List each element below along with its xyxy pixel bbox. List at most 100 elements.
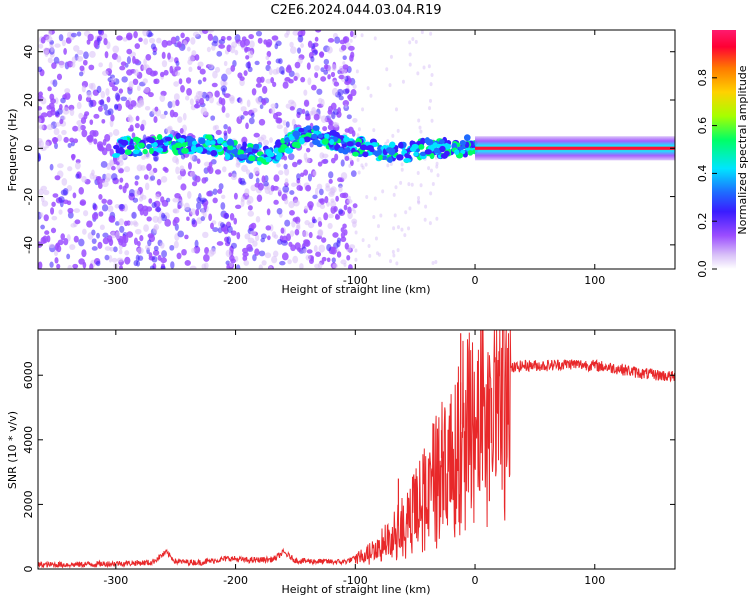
spectrogram-noise-dot: [346, 114, 352, 120]
spectrogram-noise-dot: [391, 249, 395, 254]
spectrogram-noise-dot: [344, 104, 348, 109]
spectrogram-noise-dot: [401, 79, 405, 84]
spectrogram-signal-dot: [132, 149, 140, 155]
spectrogram-noise-dot: [164, 167, 169, 173]
spectrogram-signal-dot: [171, 144, 177, 151]
spectrogram-noise-dot: [186, 87, 193, 96]
spectrogram-noise-dot: [326, 257, 331, 263]
spectrogram-signal-dot: [321, 138, 329, 145]
spectrogram-signal-dot: [459, 139, 467, 146]
spectrogram-noise-dot: [195, 208, 200, 217]
spectrogram-noise-dot: [323, 212, 329, 221]
snr-ytick-label: 2000: [22, 490, 35, 518]
spectrogram-noise-dot: [342, 192, 349, 199]
spectrogram-noise-dot: [354, 230, 358, 235]
spectrogram-signal-dot: [463, 134, 471, 142]
spectrogram-signal-dot: [374, 150, 380, 157]
spectrogram-noise-dot: [193, 103, 201, 109]
spectrogram-noise-dot: [58, 209, 63, 215]
spectrogram-noise-dot: [347, 206, 352, 214]
spectrogram-noise-dot: [254, 234, 260, 242]
spectrogram-noise-dot: [254, 248, 260, 256]
spectrogram-noise-dot: [79, 124, 86, 131]
spectrogram-noise-dot: [252, 240, 258, 247]
spectrogram-noise-dot: [50, 44, 55, 53]
spectrogram-signal-dot: [237, 149, 245, 156]
spectrogram-noise-dot: [304, 157, 311, 164]
spectrogram-noise-dot: [367, 243, 371, 248]
spectrogram-signal-dot: [366, 145, 374, 151]
spectrogram-signal-dot: [278, 147, 284, 153]
spectrogram-noise-dot: [247, 210, 255, 217]
spectrogram-noise-dot: [149, 37, 156, 44]
spectrogram-noise-dot: [312, 170, 317, 177]
spectrogram-signal-dot: [443, 150, 450, 157]
spectrogram-signal-dot: [227, 144, 234, 151]
spectrogram-signal-dot: [248, 155, 256, 162]
spectrogram-noise-dot: [403, 233, 407, 238]
spectrogram-noise-dot: [46, 110, 53, 118]
spectrogram-noise-dot: [54, 97, 59, 105]
spectrogram-noise-dot: [144, 105, 151, 111]
spectrogram-noise-dot: [116, 257, 124, 263]
spectrogram-noise-dot: [258, 118, 266, 126]
spectrogram-noise-dot: [214, 66, 221, 73]
spectrogram-noise-dot: [87, 33, 94, 42]
spectrogram-noise-dot: [344, 155, 350, 161]
spectrogram-noise-dot: [100, 90, 106, 99]
spectrogram-noise-dot: [228, 95, 235, 102]
spectrogram-noise-dot: [250, 230, 257, 236]
spectrogram-noise-dot: [56, 163, 64, 169]
spectrogram-signal-dot: [362, 151, 369, 158]
spectrogram-noise-dot: [66, 185, 73, 192]
spectrogram-noise-dot: [336, 88, 344, 96]
spectrogram-noise-dot: [235, 264, 241, 269]
spectrogram-noise-dot: [305, 254, 311, 261]
spectrogram-noise-dot: [424, 204, 428, 209]
spectrogram-signal-dot: [359, 144, 368, 151]
spectrogram-noise-dot: [275, 67, 280, 75]
spectrogram-noise-dot: [340, 236, 347, 242]
spectrogram-noise-dot: [430, 118, 434, 123]
spectrogram-noise-dot: [86, 91, 93, 99]
spectrogram-noise-dot: [209, 222, 214, 230]
spectrogram-noise-dot: [260, 237, 266, 243]
spectrogram-noise-dot: [340, 44, 347, 51]
spectrogram-noise-dot: [276, 207, 283, 215]
spectrogram-noise-dot: [271, 231, 277, 238]
spectrogram-noise-dot: [38, 140, 44, 148]
spectrogram-noise-dot: [134, 175, 140, 180]
spectrogram-noise-dot: [54, 257, 59, 264]
spectrogram-noise-dot: [189, 98, 194, 106]
spectrogram-noise-dot: [270, 107, 276, 115]
spectrogram-noise-dot: [435, 216, 439, 221]
spectrogram-noise-dot: [72, 263, 79, 269]
spectrogram-noise-dot: [133, 260, 139, 267]
spectrogram-signal-dot: [438, 139, 445, 144]
spectrogram-noise-dot: [393, 213, 397, 218]
spectrogram-noise-dot: [197, 61, 204, 68]
spectrogram-noise-dot: [306, 62, 311, 70]
spectrogram-noise-dot: [242, 251, 249, 257]
spectrogram-noise-dot: [197, 90, 204, 97]
spectrogram-noise-dot: [200, 197, 207, 203]
spectrogram-noise-dot: [142, 30, 149, 37]
spectrogram-noise-dot: [326, 46, 333, 54]
spectrogram-noise-dot: [337, 177, 343, 183]
spectrogram-noise-dot: [327, 74, 331, 80]
spectrogram-noise-dot: [373, 196, 377, 201]
spectrogram-noise-dot: [255, 83, 262, 88]
spectrogram-signal-dot: [312, 138, 320, 146]
spectrogram-noise-dot: [187, 190, 192, 199]
spectrogram-noise-dot: [105, 143, 112, 152]
spectrogram-signal-dot: [303, 136, 311, 143]
spectrogram-noise-dot: [118, 203, 125, 210]
spectrogram-noise-dot: [208, 63, 214, 69]
spectrogram-noise-dot: [194, 239, 199, 248]
spectrogram-noise-dot: [71, 61, 76, 68]
spectrogram-signal-dot: [454, 149, 460, 155]
spectrogram-noise-dot: [194, 175, 201, 183]
spectrogram-noise-dot: [331, 257, 336, 264]
spectrogram-noise-dot: [143, 87, 150, 93]
spectrogram-noise-dot: [208, 213, 213, 221]
